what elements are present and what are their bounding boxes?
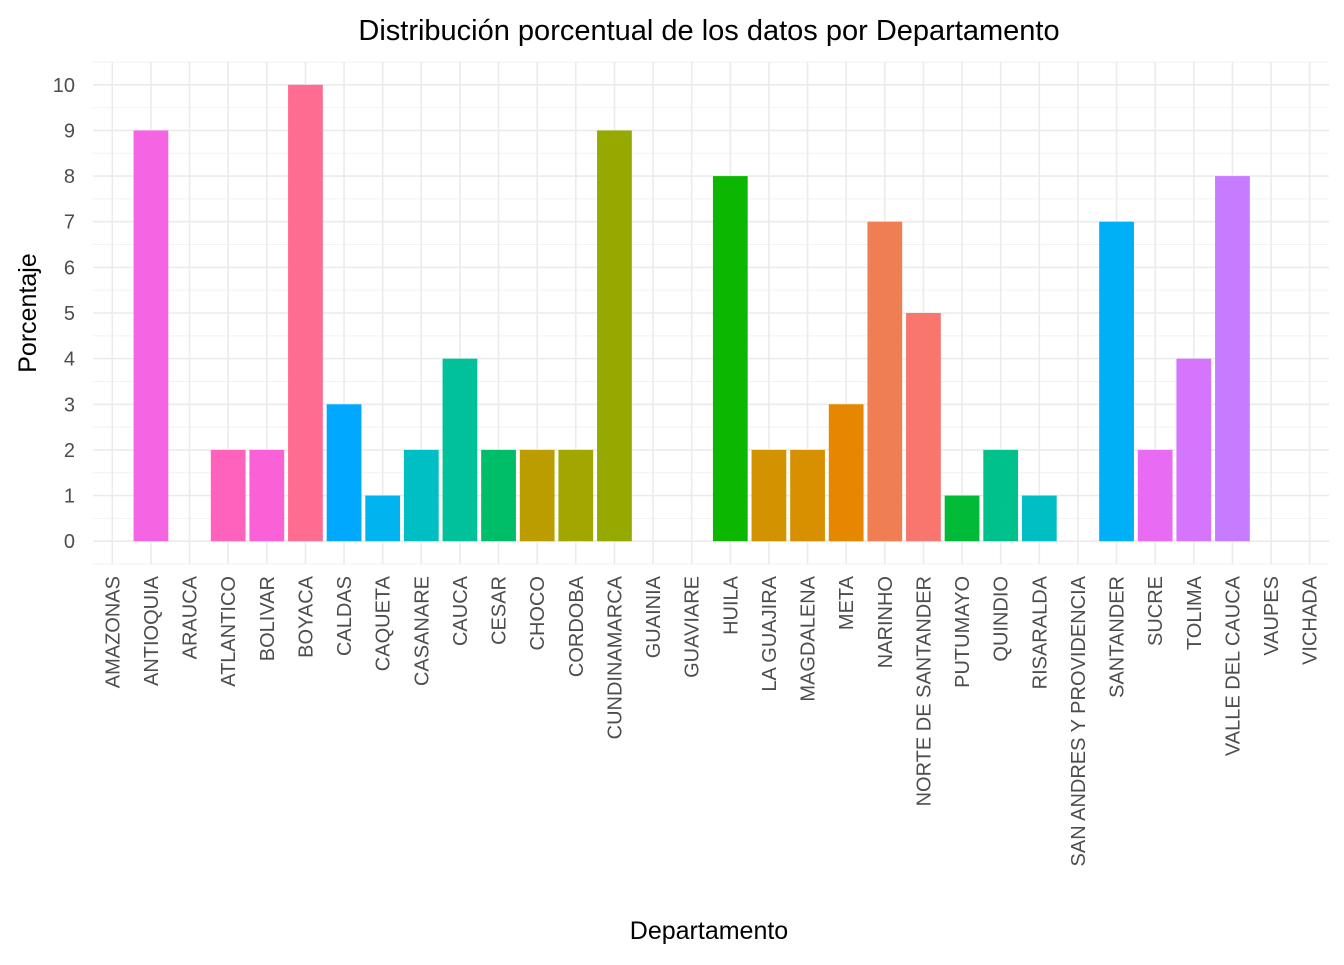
bar-choco [519, 449, 555, 542]
x-tick-label: SUCRE [1145, 576, 1167, 646]
x-tick-label: TOLIMA [1184, 575, 1206, 650]
y-tick-label: 0 [64, 531, 75, 553]
bar-putumayo [944, 495, 980, 542]
x-tick-label: BOYACA [295, 575, 317, 658]
x-tick-label: NORTE DE SANTANDER [913, 576, 935, 806]
x-tick-label: CESAR [489, 576, 511, 645]
x-tick-label: GUAINIA [643, 575, 665, 658]
bar-caldas [326, 404, 362, 542]
x-tick-label: VALLE DEL CAUCA [1222, 575, 1244, 756]
x-tick-label: SANTANDER [1107, 576, 1129, 698]
bar-santander [1099, 221, 1134, 542]
x-tick-label: CAUCA [450, 575, 472, 646]
bar-cesar [481, 449, 516, 542]
x-tick-label: CHOCO [527, 576, 549, 650]
bar-atlantico [210, 449, 246, 542]
x-tick-label: META [836, 575, 858, 630]
bars [133, 84, 1250, 542]
x-tick-label: CALDAS [334, 576, 356, 656]
x-tick-label: ATLANTICO [218, 576, 240, 687]
x-tick-label: CORDOBA [566, 575, 588, 677]
x-tick-label: RISARALDA [1029, 575, 1051, 689]
y-tick-label: 2 [64, 440, 75, 462]
bar-risaralda [1021, 495, 1057, 542]
x-axis-title: Departamento [630, 917, 788, 945]
bar-tolima [1176, 358, 1212, 542]
bar-antioquia [133, 130, 169, 542]
bar-valle-del-cauca [1215, 176, 1250, 542]
x-tick-label: ANTIOQUIA [141, 575, 163, 686]
x-tick-label: NARINHO [875, 576, 897, 668]
bar-boyaca [288, 84, 323, 542]
x-tick-label: VICHADA [1300, 575, 1322, 665]
y-tick-label: 1 [64, 486, 75, 508]
x-tick-label: AMAZONAS [102, 576, 124, 688]
y-tick-label: 9 [64, 120, 75, 142]
x-tick-label: LA GUAJIRA [759, 575, 781, 691]
y-tick-label: 3 [64, 394, 75, 416]
bar-quindio [983, 449, 1019, 542]
x-tick-label: BOLIVAR [257, 576, 279, 661]
y-tick-label: 6 [64, 257, 75, 279]
x-tick-label: MAGDALENA [798, 575, 820, 701]
bar-bolivar [249, 449, 285, 542]
x-tick-label: ARAUCA [180, 575, 202, 659]
bar-narinho [867, 221, 903, 542]
bar-cordoba [558, 449, 594, 542]
bar-magdalena [790, 449, 825, 542]
bar-norte-de-santander [906, 313, 941, 542]
chart-title: Distribución porcentual de los datos por… [358, 15, 1059, 47]
bar-la-guajira [751, 449, 787, 542]
x-tick-label: SAN ANDRES Y PROVIDENCIA [1068, 575, 1090, 866]
bar-sucre [1137, 449, 1173, 542]
bar-casanare [403, 449, 439, 542]
bar-huila [712, 176, 748, 542]
bar-caqueta [365, 495, 401, 542]
y-tick-label: 5 [64, 303, 75, 325]
x-tick-label: QUINDIO [991, 576, 1013, 662]
x-tick-label: CASANARE [411, 576, 433, 686]
y-axis-title: Porcentaje [14, 253, 42, 373]
x-tick-label: HUILA [720, 575, 742, 635]
y-tick-label: 7 [64, 212, 75, 234]
x-tick-label: GUAVIARE [682, 576, 704, 678]
x-tick-label: PUTUMAYO [952, 576, 974, 688]
bar-meta [828, 404, 864, 542]
y-tick-label: 8 [64, 166, 75, 188]
x-tick-label: VAUPES [1261, 576, 1283, 656]
bar-cundinamarca [597, 130, 632, 542]
x-tick-label: CUNDINAMARCA [604, 575, 626, 739]
x-axis-ticks: AMAZONAS ANTIOQUIA ARAUCA ATLANTICO BOLIVAR B… [102, 575, 1321, 866]
y-axis-ticks: 0 1 2 3 4 5 6 7 8 9 10 [53, 75, 75, 553]
y-tick-label: 4 [64, 349, 75, 371]
bar-cauca [442, 358, 478, 542]
x-tick-label: CAQUETA [373, 575, 395, 671]
y-tick-label: 10 [53, 75, 75, 97]
